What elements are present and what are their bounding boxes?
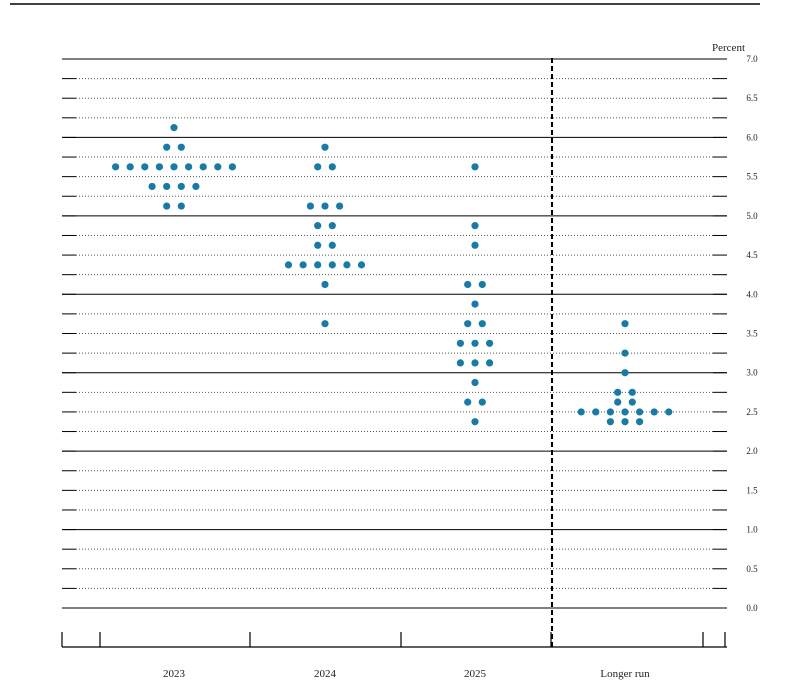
y-tick-label: 7.0: [746, 54, 758, 64]
projection-dot: [471, 339, 479, 347]
projection-dot: [478, 320, 486, 328]
projection-dot: [321, 280, 329, 289]
y-tick-label: 1.5: [746, 485, 758, 495]
projection-dot: [471, 359, 479, 367]
projection-dot: [614, 388, 622, 396]
projection-dot: [163, 143, 171, 151]
projection-dot: [328, 241, 336, 249]
projection-dot: [170, 163, 178, 171]
projection-dot: [464, 398, 472, 406]
projection-dot: [148, 182, 156, 191]
projection-dot: [486, 359, 494, 367]
y-tick-label: 0.0: [746, 603, 758, 613]
projection-dot: [163, 202, 171, 210]
y-tick-label: 5.0: [746, 211, 758, 221]
projection-dot: [328, 222, 336, 230]
projection-dot: [343, 261, 351, 269]
projection-dot: [471, 300, 479, 308]
projection-dot: [614, 398, 622, 406]
projection-dot: [486, 339, 494, 347]
projection-dot: [314, 241, 322, 249]
projection-dot: [192, 182, 200, 191]
projection-dot: [478, 280, 486, 289]
projection-dot: [628, 398, 636, 406]
projection-dot: [185, 163, 193, 171]
projection-dot: [636, 408, 644, 416]
projection-dot: [456, 339, 464, 347]
projection-dot: [592, 408, 600, 416]
projection-dot: [112, 163, 120, 171]
projection-dot: [314, 222, 322, 230]
projection-dot: [464, 320, 472, 328]
projection-dot: [228, 163, 236, 171]
projection-dot: [606, 418, 615, 426]
projection-dot: [621, 418, 629, 426]
y-tick-label: 4.5: [746, 250, 758, 260]
projection-dot: [606, 408, 615, 416]
projection-dot: [155, 163, 163, 171]
projection-dot: [314, 261, 322, 269]
projection-dot: [177, 182, 185, 191]
projection-dot: [328, 163, 336, 171]
y-axis-label: Percent: [712, 42, 745, 54]
x-tick-label: 2024: [314, 668, 337, 680]
y-tick-label: 0.5: [746, 564, 758, 574]
projection-dot: [321, 320, 329, 328]
y-tick-label: 5.5: [746, 172, 758, 182]
projection-dot: [471, 378, 479, 387]
projection-dot: [214, 163, 222, 171]
projection-dot: [665, 408, 673, 416]
projection-dot: [314, 163, 322, 171]
projection-dot: [177, 143, 185, 151]
projection-dot: [163, 182, 171, 191]
projection-dot: [471, 222, 479, 230]
projection-dot: [464, 280, 472, 289]
projection-dot: [471, 241, 479, 249]
projection-dot: [306, 202, 314, 210]
projection-dot: [628, 388, 636, 396]
y-tick-label: 4.0: [746, 289, 758, 299]
x-tick-label: 2023: [163, 668, 186, 680]
projection-dot: [321, 202, 329, 210]
projection-dot: [284, 261, 293, 269]
projection-dot: [577, 408, 585, 416]
y-tick-label: 2.0: [746, 446, 758, 456]
y-tick-label: 6.5: [746, 93, 758, 103]
projection-dot: [177, 202, 185, 210]
projection-dot: [126, 163, 134, 171]
projection-dot: [336, 202, 344, 210]
projection-dot: [170, 124, 178, 132]
y-tick-label: 6.0: [746, 132, 758, 142]
y-tick-label: 3.5: [746, 329, 758, 339]
projection-dot: [621, 408, 629, 416]
projection-dot: [141, 163, 149, 171]
projection-dot: [199, 163, 207, 171]
projection-dot: [621, 349, 629, 357]
projection-dot: [621, 320, 629, 328]
x-tick-label: 2025: [464, 668, 487, 680]
x-tick-label: Longer run: [600, 668, 650, 680]
projection-dot: [650, 408, 658, 416]
projection-dot: [299, 261, 307, 269]
projection-dot: [328, 261, 336, 269]
projection-dot: [321, 143, 329, 151]
y-tick-label: 2.5: [746, 407, 758, 417]
y-tick-label: 1.0: [746, 525, 758, 535]
projection-dot: [471, 163, 479, 171]
projection-dot: [478, 398, 486, 406]
y-tick-label: 3.0: [746, 368, 758, 378]
projection-dot: [621, 369, 629, 377]
projection-dot: [357, 261, 366, 269]
projection-dot: [471, 418, 479, 426]
projection-dot: [456, 359, 464, 367]
projection-dot: [636, 418, 644, 426]
